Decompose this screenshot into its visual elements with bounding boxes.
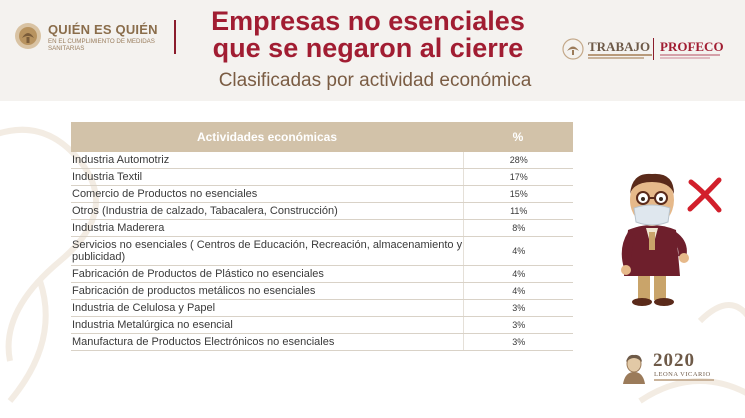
quien-es-quien-logo: QUIÉN ES QUIÉN EN EL CUMPLIMIENTO DE MED…	[14, 20, 164, 54]
percent-cell: 4%	[462, 282, 573, 300]
table-row: Otros (Industria de calzado, Tabacalera,…	[71, 202, 573, 220]
table-row: Fabricación de Productos de Plástico no …	[71, 265, 573, 283]
percent-cell: 3%	[462, 333, 573, 351]
logo-trabajo: TRABAJO	[588, 39, 651, 54]
table-row: Industria Maderera 8%	[71, 219, 573, 237]
masked-man-character-illustration	[621, 173, 689, 306]
title-line-1: Empresas no esenciales	[211, 6, 525, 36]
activity-cell: Fabricación de productos metálicos no es…	[71, 282, 463, 300]
percent-cell: 4%	[462, 236, 573, 266]
percent-cell: 4%	[462, 265, 573, 283]
activity-cell: Otros (Industria de calzado, Tabacalera,…	[71, 202, 463, 220]
header-band: QUIÉN ES QUIÉN EN EL CUMPLIMIENTO DE MED…	[0, 0, 745, 101]
activity-cell: Servicios no esenciales ( Centros de Edu…	[71, 236, 463, 266]
year-label: 2020	[653, 350, 695, 371]
column-header-percent: %	[463, 122, 573, 152]
table-row: Industria Metalúrgica no esencial 3%	[71, 316, 573, 334]
percent-cell: 3%	[462, 316, 573, 334]
activity-cell: Manufactura de Productos Electrónicos no…	[71, 333, 463, 351]
activities-table: Actividades económicas % Industria Autom…	[71, 122, 573, 351]
percent-cell: 11%	[462, 202, 573, 220]
table-row: Manufactura de Productos Electrónicos no…	[71, 333, 573, 351]
activity-cell: Fabricación de Productos de Plástico no …	[71, 265, 463, 283]
percent-cell: 28%	[462, 152, 573, 169]
activity-cell: Comercio de Productos no esenciales	[71, 185, 463, 203]
logo-profeco: PROFECO	[660, 39, 724, 54]
leona-vicario-2020-logo: 2020 LEONA VICARIO	[619, 350, 729, 386]
activity-cell: Industria Maderera	[71, 219, 463, 237]
brand-title: QUIÉN ES QUIÉN	[48, 22, 158, 37]
logo-divider	[653, 38, 654, 60]
percent-cell: 3%	[462, 299, 573, 317]
table-row: Industria de Celulosa y Papel 3%	[71, 299, 573, 317]
trabajo-profeco-logo: TRABAJO PROFECO	[562, 38, 732, 62]
activity-cell: Industria de Celulosa y Papel	[71, 299, 463, 317]
leona-vicario-portrait-icon	[623, 354, 645, 384]
percent-cell: 8%	[462, 219, 573, 237]
table-row: Fabricación de productos metálicos no es…	[71, 282, 573, 300]
table-row: Comercio de Productos no esenciales 15%	[71, 185, 573, 203]
logo-profeco-caption	[660, 57, 710, 59]
table-header-row: Actividades económicas %	[71, 122, 573, 152]
leona-vicario-label: LEONA VICARIO	[654, 371, 711, 378]
page-subtitle: Clasificadas por actividad económica	[218, 70, 532, 91]
activity-cell: Industria Automotriz	[71, 152, 463, 169]
activity-cell: Industria Metalúrgica no esencial	[71, 316, 463, 334]
percent-cell: 17%	[462, 168, 573, 186]
leona-vicario-caption	[654, 379, 714, 381]
column-header-activity: Actividades económicas	[71, 122, 463, 152]
red-x-icon	[687, 177, 722, 213]
brand-subtitle: EN EL CUMPLIMIENTO DE MEDIDAS SANITARIAS	[48, 38, 155, 52]
header-divider	[174, 20, 176, 54]
percent-cell: 15%	[462, 185, 573, 203]
logo-trabajo-caption	[588, 57, 644, 59]
title-line-2: que se negaron al cierre	[212, 33, 524, 63]
logo-profeco-caption	[660, 54, 720, 56]
table-row: Industria Textil 17%	[71, 168, 573, 186]
activity-cell: Industria Textil	[71, 168, 463, 186]
logo-trabajo-caption	[588, 54, 652, 56]
table-row: Industria Automotriz 28%	[71, 152, 573, 169]
table-row: Servicios no esenciales ( Centros de Edu…	[71, 236, 573, 266]
page-title: Empresas no esenciales que se negaron al…	[198, 8, 538, 62]
eagle-emblem-icon	[562, 38, 584, 60]
eagle-emblem-icon	[15, 23, 41, 49]
